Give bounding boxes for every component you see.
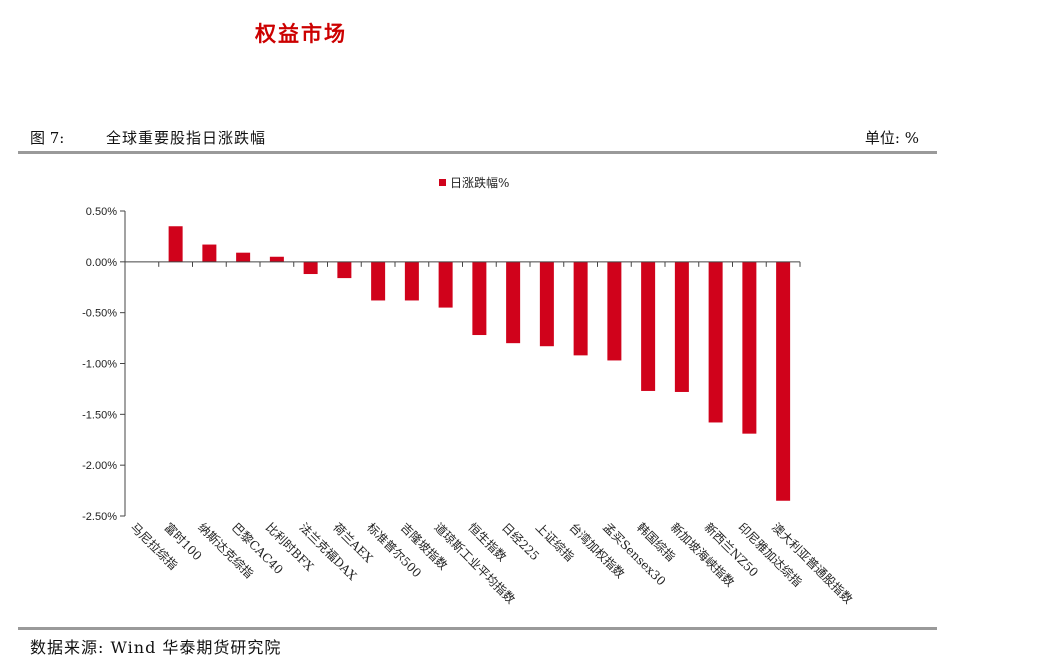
bar xyxy=(573,261,588,356)
bar xyxy=(337,261,352,279)
bar xyxy=(708,261,723,423)
bar-chart: 日涨跌幅% 0.50% 0.00% -0.50% -1.00% -1.50% -2.00%… xyxy=(82,175,856,607)
category-labels: 马尼拉综指富时100纳斯达克综指巴黎CAC40比利时BFX法兰克福DAX荷兰AE… xyxy=(128,520,856,607)
legend-swatch xyxy=(439,179,446,186)
x-axis xyxy=(124,261,801,267)
bar xyxy=(168,226,183,262)
legend: 日涨跌幅% xyxy=(439,175,509,190)
bar xyxy=(404,261,419,301)
bar xyxy=(607,261,622,361)
y-tick-label: -1.50% xyxy=(82,409,117,421)
section-title: 权益市场 xyxy=(255,21,347,46)
figure-unit: 单位: % xyxy=(864,129,919,147)
bar xyxy=(539,261,554,347)
figure-header: 图 7: 全球重要股指日涨跌幅 单位: % xyxy=(18,127,937,149)
y-tick-label: -2.00% xyxy=(82,460,117,472)
legend-label: 日涨跌幅% xyxy=(450,175,509,190)
bar xyxy=(236,252,251,262)
bar xyxy=(371,261,386,301)
figure-title: 全球重要股指日涨跌幅 xyxy=(106,129,267,147)
bar xyxy=(303,261,318,275)
y-axis: 0.50% 0.00% -0.50% -1.00% -1.50% -2.00% -2.50% xyxy=(82,206,126,523)
y-tick-label: 0.00% xyxy=(86,257,117,269)
bar xyxy=(776,261,791,501)
y-tick-label: -2.50% xyxy=(82,511,117,523)
bottom-rule xyxy=(18,627,937,630)
bar xyxy=(674,261,689,392)
bar xyxy=(472,261,487,336)
y-tick-label: 0.50% xyxy=(86,206,117,218)
top-rule xyxy=(18,151,937,154)
bars xyxy=(134,226,791,501)
y-tick-label: -1.00% xyxy=(82,359,117,371)
category-label: 法兰克福DAX xyxy=(297,520,361,584)
bar xyxy=(641,261,656,391)
bar xyxy=(269,256,284,262)
figure-label: 图 7: xyxy=(30,129,65,147)
source-note: 数据来源: Wind 华泰期货研究院 xyxy=(30,638,282,657)
bar xyxy=(742,261,757,434)
y-tick-label: -0.50% xyxy=(82,308,117,320)
bar xyxy=(202,244,217,262)
bar xyxy=(438,261,453,308)
bar xyxy=(506,261,521,344)
